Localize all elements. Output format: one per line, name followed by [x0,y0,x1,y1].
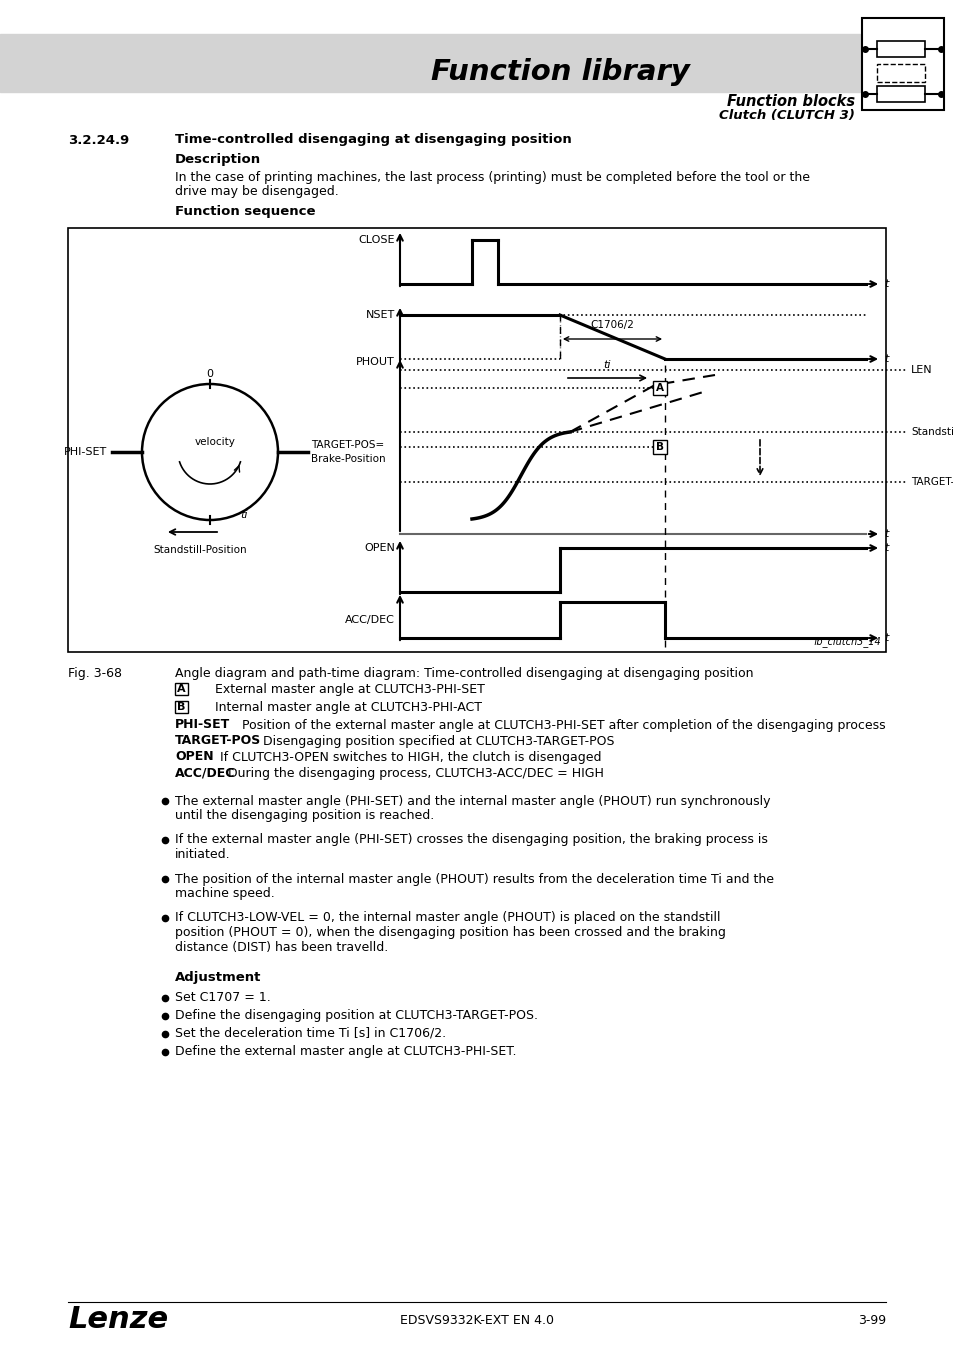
Text: t: t [883,633,887,643]
Text: ACC/DEC: ACC/DEC [345,616,395,625]
Text: External master angle at CLUTCH3-PHI-SET: External master angle at CLUTCH3-PHI-SET [214,683,484,695]
Text: Lenze: Lenze [68,1305,168,1335]
Text: Function library: Function library [431,58,689,86]
Text: fb_clutch3_14: fb_clutch3_14 [812,636,880,647]
Text: Description: Description [174,154,261,166]
Text: C1706/2: C1706/2 [590,320,634,329]
Text: A: A [176,684,185,694]
Text: In the case of printing machines, the last process (printing) must be completed : In the case of printing machines, the la… [174,171,809,185]
Text: TARGET-POS: TARGET-POS [174,734,261,748]
Text: If the external master angle (PHI-SET) crosses the disengaging position, the bra: If the external master angle (PHI-SET) c… [174,833,767,846]
Text: During the disengaging process, CLUTCH3-ACC/DEC = HIGH: During the disengaging process, CLUTCH3-… [228,767,603,779]
Text: EDSVS9332K-EXT EN 4.0: EDSVS9332K-EXT EN 4.0 [399,1314,554,1327]
Text: B: B [176,702,185,711]
Bar [876,86,924,103]
Text: Fig. 3-68: Fig. 3-68 [68,667,122,680]
Bar [0,34,859,92]
Text: 0: 0 [206,369,213,379]
Text: 3.2.24.9: 3.2.24.9 [68,134,129,147]
Text: If CLUTCH3-LOW-VEL = 0, the internal master angle (PHOUT) is placed on the stand: If CLUTCH3-LOW-VEL = 0, the internal mas… [174,911,720,925]
Text: Function sequence: Function sequence [174,205,315,219]
Text: CLOSE: CLOSE [358,235,395,244]
FancyBboxPatch shape [174,683,188,695]
Text: Time-controlled disengaging at disengaging position: Time-controlled disengaging at disengagi… [174,134,571,147]
Text: velocity: velocity [194,437,235,447]
Bar [876,63,924,82]
Text: Function blocks: Function blocks [726,95,854,109]
Text: Set C1707 = 1.: Set C1707 = 1. [174,991,271,1004]
Text: OPEN: OPEN [174,751,213,764]
Text: TARGET-POS=: TARGET-POS= [311,440,384,450]
Text: Set the deceleration time Ti [s] in C1706/2.: Set the deceleration time Ti [s] in C170… [174,1027,446,1040]
Text: 3-99: 3-99 [857,1314,885,1327]
Text: Disengaging position specified at CLUTCH3-TARGET-POS: Disengaging position specified at CLUTCH… [263,734,614,748]
Text: TARGET-POS: TARGET-POS [910,477,953,487]
Text: A: A [656,383,663,393]
FancyBboxPatch shape [652,440,666,454]
Text: Standstill-Position: Standstill-Position [153,545,247,555]
Text: The external master angle (PHI-SET) and the internal master angle (PHOUT) run sy: The external master angle (PHI-SET) and … [174,795,770,807]
Text: Adjustment: Adjustment [174,971,261,984]
Text: B: B [656,441,663,452]
Text: ti: ti [603,360,611,370]
Text: machine speed.: machine speed. [174,887,274,900]
Text: Standstill-Position: Standstill-Position [910,427,953,437]
Text: NSET: NSET [365,310,395,320]
Text: PHI-SET: PHI-SET [174,718,230,732]
Text: Clutch (CLUTCH 3): Clutch (CLUTCH 3) [719,109,854,123]
Text: Internal master angle at CLUTCH3-PHI-ACT: Internal master angle at CLUTCH3-PHI-ACT [214,701,481,714]
Bar [68,228,885,652]
Text: ti: ti [240,510,247,520]
Text: Brake-Position: Brake-Position [311,454,385,464]
Text: If CLUTCH3-OPEN switches to HIGH, the clutch is disengaged: If CLUTCH3-OPEN switches to HIGH, the cl… [220,751,601,764]
Text: Angle diagram and path-time diagram: Time-controlled disengaging at disengaging : Angle diagram and path-time diagram: Tim… [174,667,753,680]
Text: The position of the internal master angle (PHOUT) results from the deceleration : The position of the internal master angl… [174,872,773,886]
Text: initiated.: initiated. [174,848,231,861]
Bar [876,40,924,57]
Text: PHI-SET: PHI-SET [64,447,107,458]
Text: ACC/DEC: ACC/DEC [174,767,235,779]
Text: Define the disengaging position at CLUTCH3-TARGET-POS.: Define the disengaging position at CLUTC… [174,1008,537,1022]
Text: t: t [883,279,887,289]
Text: Define the external master angle at CLUTCH3-PHI-SET.: Define the external master angle at CLUT… [174,1045,516,1058]
Text: Position of the external master angle at CLUTCH3-PHI-SET after completion of the: Position of the external master angle at… [242,718,884,732]
Text: OPEN: OPEN [364,543,395,554]
Text: LEN: LEN [910,364,932,375]
FancyBboxPatch shape [652,381,666,396]
Text: t: t [883,354,887,364]
Text: t: t [883,529,887,539]
Bar [862,18,943,109]
Text: until the disengaging position is reached.: until the disengaging position is reache… [174,809,434,822]
Text: t: t [883,543,887,554]
Text: PHOUT: PHOUT [355,356,395,367]
Text: position (PHOUT = 0), when the disengaging position has been crossed and the bra: position (PHOUT = 0), when the disengagi… [174,926,725,940]
Text: distance (DIST) has been travelld.: distance (DIST) has been travelld. [174,941,388,953]
FancyBboxPatch shape [174,701,188,713]
Text: drive may be disengaged.: drive may be disengaged. [174,185,338,198]
